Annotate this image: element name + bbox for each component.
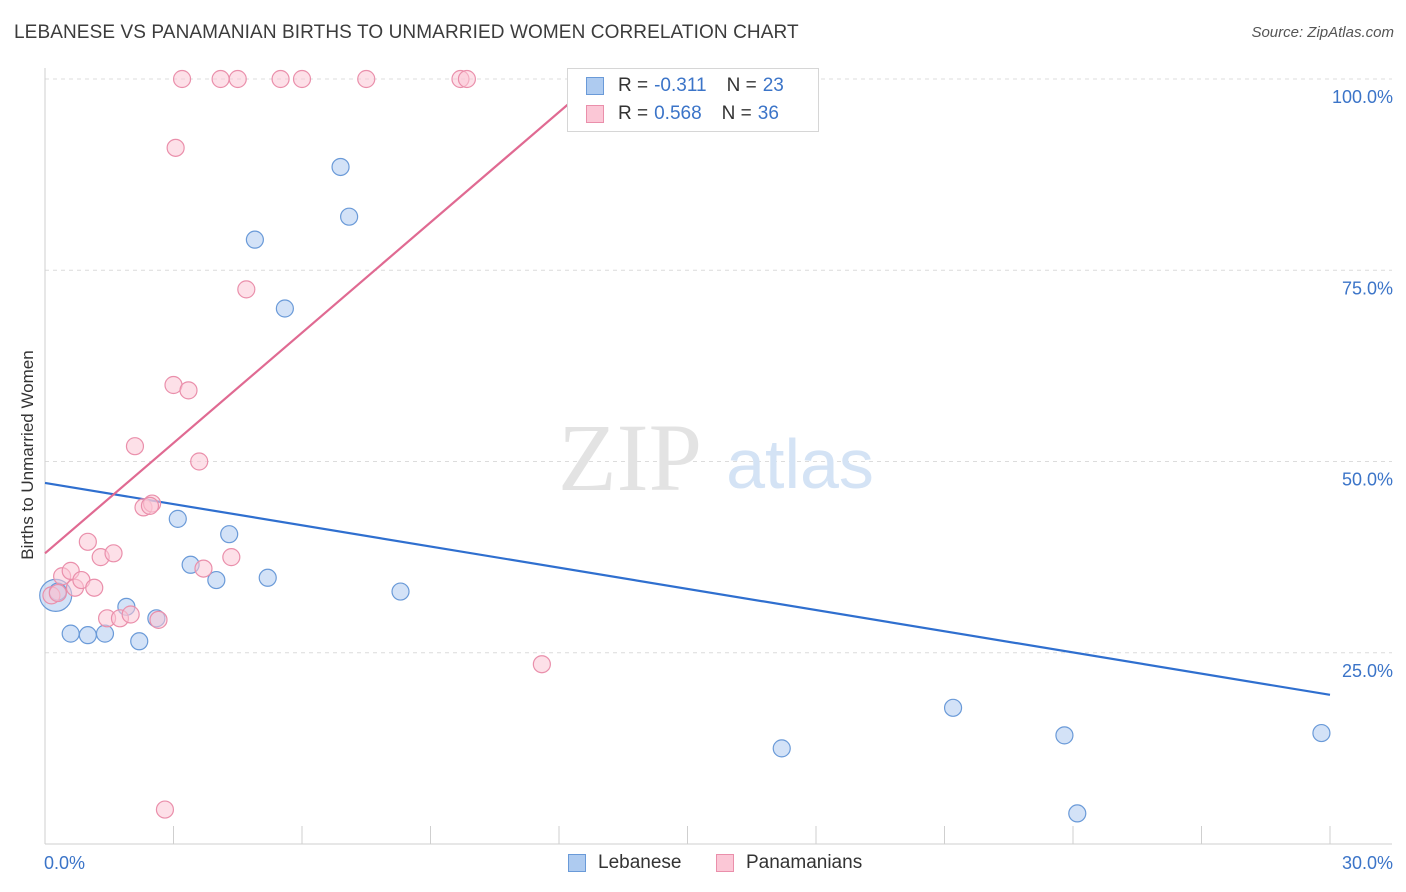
- x-tick-label: 0.0%: [44, 853, 85, 873]
- legend-n-label: N =: [721, 103, 752, 124]
- grid: [45, 78, 1392, 654]
- legend-n-label: N =: [726, 75, 757, 96]
- legend-r-label: R =: [618, 75, 649, 96]
- point-panamanians: [237, 280, 256, 299]
- legend-r-label: R =: [618, 103, 649, 124]
- legend-item-panamanians[interactable]: Panamanians: [716, 852, 862, 874]
- point-lebanese: [772, 739, 791, 758]
- point-lebanese: [391, 582, 410, 601]
- legend-label-panamanians: Panamanians: [746, 852, 863, 873]
- series-legend: Lebanese Panamanians: [0, 852, 1406, 878]
- point-lebanese: [340, 207, 359, 226]
- point-panamanians: [48, 583, 67, 603]
- point-panamanians: [104, 544, 123, 563]
- watermark-zip: ZIP: [558, 404, 702, 511]
- legend-swatch-panamanians: [716, 854, 734, 872]
- legend-swatch-lebanese: [568, 854, 586, 872]
- y-tick-label: 50.0%: [1342, 470, 1393, 490]
- watermark: ZIP atlas: [558, 404, 874, 511]
- point-lebanese: [220, 525, 239, 544]
- source-credit: Source: ZipAtlas.com: [1251, 24, 1394, 41]
- legend-label-lebanese: Lebanese: [598, 852, 682, 873]
- legend-r-value: -0.311: [654, 75, 707, 96]
- point-panamanians: [78, 532, 97, 551]
- tick-labels: 25.0% 50.0% 75.0% 100.0% 0.0% 30.0%: [44, 87, 1393, 873]
- point-lebanese: [331, 157, 350, 177]
- point-panamanians: [194, 559, 213, 578]
- point-lebanese: [95, 624, 115, 643]
- axes: [44, 68, 1392, 845]
- y-tick-label: 75.0%: [1342, 278, 1393, 298]
- trendline-panamanians: [44, 78, 599, 555]
- point-panamanians: [228, 69, 247, 89]
- legend-row-panamanians: R = 0.568 N = 36: [586, 101, 779, 127]
- point-lebanese: [61, 624, 80, 643]
- point-panamanians: [271, 69, 290, 89]
- chart-title: LEBANESE VS PANAMANIAN BIRTHS TO UNMARRI…: [14, 22, 799, 43]
- point-panamanians: [211, 69, 230, 89]
- point-panamanians: [532, 655, 551, 674]
- watermark-atlas: atlas: [726, 425, 874, 503]
- stats-legend: R = -0.311 N = 23 R = 0.568 N = 36: [567, 68, 819, 132]
- trendlines: [44, 78, 1331, 696]
- legend-row-lebanese: R = -0.311 N = 23: [586, 73, 784, 99]
- point-lebanese: [78, 626, 97, 645]
- point-panamanians: [149, 610, 168, 629]
- point-panamanians: [190, 452, 209, 471]
- point-lebanese: [130, 632, 149, 651]
- point-lebanese: [1312, 723, 1331, 743]
- point-panamanians: [155, 800, 175, 819]
- point-panamanians: [179, 381, 198, 400]
- point-panamanians: [222, 548, 241, 567]
- point-lebanese: [207, 570, 226, 590]
- trendline-lebanese: [44, 481, 1331, 696]
- legend-r-value: 0.568: [654, 103, 702, 124]
- point-lebanese: [1055, 726, 1074, 745]
- point-lebanese: [258, 568, 277, 587]
- legend-n-value: 36: [757, 103, 779, 124]
- point-panamanians: [140, 496, 160, 515]
- x-tick-label: 30.0%: [1342, 853, 1393, 873]
- point-panamanians: [292, 69, 312, 89]
- point-lebanese: [1068, 804, 1087, 823]
- y-axis-label: Births to Unmarried Women: [18, 350, 37, 560]
- point-panamanians: [121, 605, 140, 624]
- legend-n-value: 23: [762, 75, 784, 96]
- point-panamanians: [357, 69, 376, 89]
- point-panamanians: [85, 578, 104, 597]
- point-lebanese: [168, 509, 187, 528]
- point-panamanians: [172, 69, 192, 89]
- legend-swatch-panamanians: [586, 105, 604, 123]
- point-panamanians: [166, 138, 185, 157]
- point-lebanese: [275, 299, 294, 318]
- point-panamanians: [125, 437, 145, 456]
- y-tick-label: 25.0%: [1342, 661, 1393, 681]
- legend-item-lebanese[interactable]: Lebanese: [568, 852, 681, 874]
- y-tick-label: 100.0%: [1332, 87, 1393, 107]
- point-panamanians: [457, 69, 477, 89]
- point-lebanese: [245, 230, 264, 249]
- legend-swatch-lebanese: [586, 77, 604, 95]
- point-lebanese: [943, 698, 963, 717]
